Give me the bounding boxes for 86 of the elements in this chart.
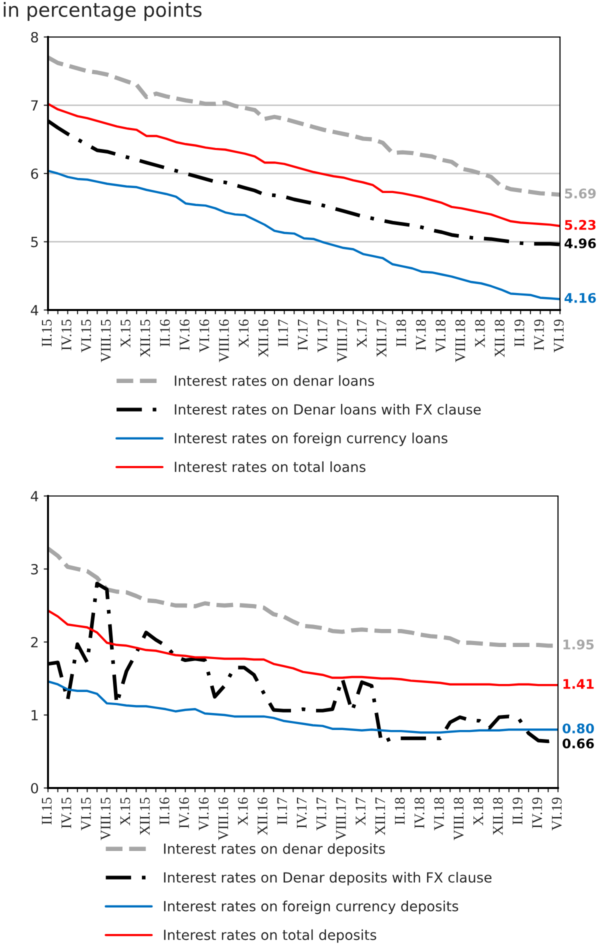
x-tick-label: VIII.17 [336, 797, 346, 840]
data-label: 1.41 [563, 679, 594, 689]
data-label: 5.23 [565, 220, 596, 230]
y-tick-label: 0 [31, 782, 38, 794]
x-tick-label: IV.16 [180, 319, 190, 350]
x-tick-label: VI.15 [81, 798, 91, 830]
x-tick-label: X.16 [238, 319, 249, 348]
y-tick-label: 4 [30, 305, 38, 316]
x-tick-label: IV.16 [179, 797, 190, 828]
x-tick-label: VIII.15 [100, 320, 111, 362]
data-label: 1.95 [563, 640, 594, 650]
x-tick-label: II.17 [278, 319, 288, 346]
x-tick-label: IV.17 [298, 319, 308, 350]
x-tick-label: VI.15 [81, 320, 92, 352]
x-tick-label: XII.17 [376, 319, 386, 358]
x-tick-label: XII.15 [140, 320, 150, 358]
x-tick-label: VI.16 [198, 797, 209, 830]
line-series [48, 102, 560, 228]
x-tick-label: VI.17 [316, 797, 326, 830]
y-tick-label: 8 [31, 32, 38, 42]
y-tick-label: 5 [31, 236, 38, 248]
x-tick-label: X.18 [473, 798, 484, 826]
x-tick-label: II.15 [42, 798, 52, 824]
legend-label: Interest rates on total loans [174, 461, 366, 472]
legend-label: Interest rates on total deposits [164, 929, 376, 943]
x-tick-label: IV.15 [61, 798, 72, 828]
x-tick-label: VI.17 [318, 319, 328, 352]
y-tick-label: 2 [31, 636, 38, 648]
x-tick-label: II.19 [512, 798, 522, 824]
x-tick-label: XII.15 [140, 798, 150, 836]
x-tick-label: X.17 [356, 797, 366, 826]
line-series [48, 55, 560, 197]
x-tick-label: IV.18 [416, 320, 426, 350]
y-tick-label: 6 [31, 168, 38, 179]
x-tick-label: XII.16 [258, 319, 268, 358]
data-label: 4.96 [564, 238, 596, 248]
x-tick-label: VI.19 [554, 320, 564, 352]
line-series [48, 610, 558, 686]
legend-label: Interest rates on denar deposits [164, 843, 385, 857]
x-tick-label: XII.17 [375, 797, 386, 836]
x-tick-label: VIII.18 [454, 798, 464, 840]
x-tick-label: VIII.15 [100, 798, 111, 840]
x-tick-label: II.19 [514, 320, 524, 346]
x-tick-label: II.16 [160, 797, 170, 824]
x-tick-label: VI.19 [552, 798, 562, 830]
x-tick-label: IV.18 [414, 798, 424, 828]
x-tick-label: II.17 [277, 797, 288, 824]
line-series [48, 170, 560, 300]
x-tick-label: VI.16 [199, 319, 210, 352]
data-label: 0.66 [562, 738, 594, 748]
y-tick-label: 3 [31, 564, 38, 574]
x-tick-label: X.18 [475, 320, 485, 348]
chart-title: in percentage points [4, 2, 202, 21]
x-tick-label: II.18 [394, 798, 405, 824]
x-tick-label: II.15 [42, 320, 52, 346]
x-tick-label: X.16 [238, 797, 248, 826]
legend-label: Interest rates on Denar loans with FX clause [174, 404, 481, 415]
x-tick-label: X.15 [120, 798, 130, 826]
legend-label: Interest rates on denar loans [174, 375, 374, 386]
x-tick-label: VIII.16 [218, 797, 228, 840]
x-tick-label: IV.15 [62, 320, 72, 350]
legend-label: Interest rates on foreign currency loans [174, 432, 448, 446]
x-tick-label: X.17 [356, 319, 367, 348]
x-tick-label: VIII.18 [455, 320, 466, 362]
x-tick-label: XII.16 [258, 797, 268, 836]
data-label: 0.80 [562, 723, 594, 734]
x-tick-label: IV.19 [532, 798, 542, 828]
line-series [48, 680, 558, 734]
data-label: 5.69 [565, 188, 596, 198]
x-tick-label: X.15 [120, 320, 130, 348]
data-label: 4.16 [564, 292, 596, 303]
legend-label: Interest rates on foreign currency deposits [164, 900, 458, 914]
x-tick-label: VI.18 [436, 320, 446, 352]
y-tick-label: 1 [32, 710, 38, 720]
x-tick-label: XII.18 [492, 798, 503, 836]
y-tick-label: 4 [30, 491, 38, 502]
x-tick-label: II.16 [160, 319, 170, 346]
y-tick-label: 7 [31, 100, 38, 111]
x-tick-label: XII.18 [494, 320, 505, 358]
x-tick-label: IV.19 [534, 320, 544, 350]
x-tick-label: VIII.17 [337, 319, 348, 362]
x-tick-label: II.18 [396, 320, 406, 346]
x-tick-label: VI.18 [434, 798, 444, 830]
x-tick-label: VIII.16 [219, 319, 229, 362]
x-tick-label: IV.17 [296, 797, 307, 828]
legend-label: Interest rates on Denar deposits with FX clause [164, 872, 492, 886]
